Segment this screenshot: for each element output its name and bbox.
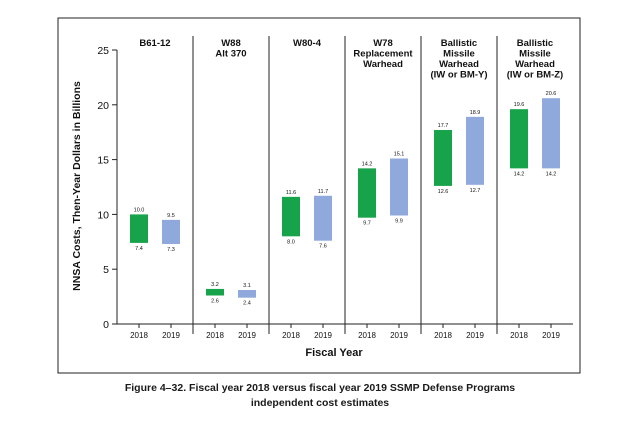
range-bar-2019 [390,158,408,216]
x-tick-label: 2019 [466,331,484,340]
group-title: (IW or BM-Y) [431,70,488,81]
x-tick-label: 2018 [358,331,376,340]
range-bar-chart: 0 5 10 15 20 25 B61-12 10.0 7.4 2018 9.5 7.3 2019 W88… [57,17,581,374]
group-title: W88 [221,38,241,49]
bar-low-label: 9.9 [395,218,403,224]
y-axis-label: NNSA Costs, Then-Year Dollars in Billion… [71,81,83,291]
bar-high-label: 3.1 [243,283,251,289]
range-bar-2018 [358,168,376,218]
group-title: Ballistic [517,38,553,49]
bar-high-label: 18.9 [470,110,481,116]
x-axis-label: Fiscal Year [305,347,363,359]
bar-low-label: 12.6 [438,189,449,195]
group-title: Warhead [515,59,555,70]
range-bar-2018 [282,196,300,237]
x-tick-label: 2019 [238,331,256,340]
x-tick-label: 2019 [162,331,180,340]
group-title: Warhead [439,59,479,70]
x-tick-label: 2018 [130,331,148,340]
y-tick-label: 15 [97,155,109,167]
bar-high-label: 9.5 [167,213,175,219]
bar-low-label: 14.2 [546,171,557,177]
range-bar-2019 [466,116,484,185]
bar-high-label: 17.7 [438,123,449,129]
x-tick-label: 2018 [510,331,528,340]
range-bar-2018 [130,214,148,243]
range-bar-2018 [510,109,528,169]
x-tick-label: 2019 [314,331,332,340]
group-title: Alt 370 [215,49,246,60]
y-tick-label: 5 [103,264,109,276]
x-tick-label: 2018 [282,331,300,340]
group-title: Ballistic [441,38,477,49]
bar-low-label: 2.4 [243,301,251,307]
x-tick-label: 2019 [542,331,560,340]
x-tick-label: 2018 [434,331,452,340]
range-bar-2019 [542,98,560,169]
range-bar-2019 [314,195,332,241]
bar-high-label: 3.2 [211,282,219,288]
bar-low-label: 14.2 [514,171,525,177]
group-title: W78 [373,38,393,49]
bar-low-label: 8.0 [287,239,295,245]
group-title: W80-4 [293,38,322,49]
range-bar-2019 [162,219,180,244]
y-tick-label: 0 [103,319,109,331]
range-bar-2018 [434,130,452,186]
bar-low-label: 7.3 [167,247,175,253]
chart-frame [57,17,581,374]
bar-high-label: 20.6 [546,91,557,97]
group-title: Warhead [363,59,403,70]
bar-high-label: 14.2 [362,161,373,167]
bar-low-label: 7.6 [319,244,327,250]
group-title: Replacement [353,49,413,60]
bar-high-label: 10.0 [134,207,145,213]
y-tick-label: 10 [97,209,109,221]
bar-high-label: 19.6 [514,102,525,108]
bar-low-label: 7.4 [135,246,143,252]
group-title: B61-12 [139,38,170,49]
bar-low-label: 12.7 [470,188,481,194]
group-title: (IW or BM-Z) [507,70,563,81]
group-title: Missile [519,49,551,60]
bar-low-label: 9.7 [363,221,371,227]
figure-caption-line2: independent cost estimates [250,397,390,409]
range-bar-2018 [206,288,224,296]
bar-high-label: 11.6 [286,190,296,196]
bar-high-label: 11.7 [318,189,328,195]
x-tick-label: 2019 [390,331,408,340]
y-tick-label: 20 [97,100,109,112]
bar-low-label: 2.6 [211,299,219,305]
range-bar-2019 [238,290,256,298]
bar-high-label: 15.1 [394,152,405,158]
group-title: Missile [443,49,475,60]
y-tick-label: 25 [97,45,109,57]
x-tick-label: 2018 [206,331,224,340]
figure-caption-line1: Figure 4–32. Fiscal year 2018 versus fis… [124,382,516,394]
